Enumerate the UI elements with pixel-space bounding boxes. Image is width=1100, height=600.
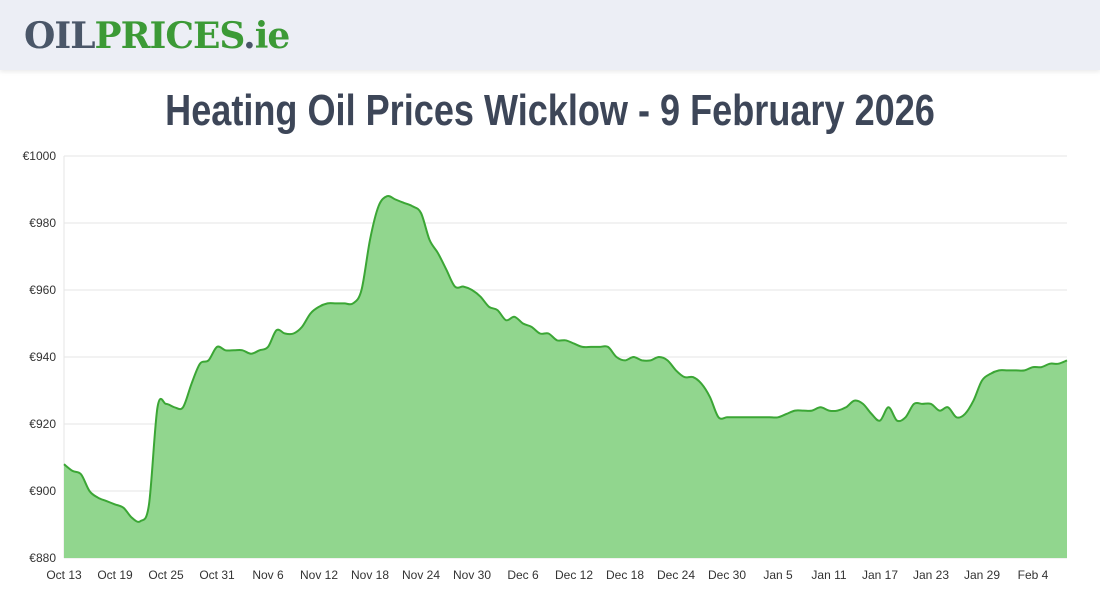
logo-text-dot: . bbox=[243, 15, 256, 57]
x-tick-label: Dec 12 bbox=[555, 568, 593, 582]
x-tick-label: Jan 23 bbox=[913, 568, 949, 582]
page-title: Heating Oil Prices Wicklow - 9 February … bbox=[165, 86, 935, 135]
x-tick-label: Feb 4 bbox=[1018, 568, 1049, 582]
x-tick-label: Dec 30 bbox=[708, 568, 746, 582]
x-tick-label: Oct 25 bbox=[148, 568, 184, 582]
x-tick-label: Dec 24 bbox=[657, 568, 695, 582]
price-line bbox=[63, 194, 1068, 523]
price-chart: €880€900€920€940€960€980€1000 Oct 13 Oct … bbox=[23, 149, 1068, 582]
x-tick-label: Nov 30 bbox=[453, 568, 491, 582]
x-tick-label: Oct 13 bbox=[46, 568, 82, 582]
x-tick-label: Oct 19 bbox=[97, 568, 133, 582]
y-tick-label: €880 bbox=[29, 551, 56, 565]
x-tick-label: Jan 29 bbox=[964, 568, 1000, 582]
logo-text-ie: ie bbox=[254, 15, 291, 57]
x-tick-label: Nov 6 bbox=[252, 568, 284, 582]
x-tick-label: Nov 18 bbox=[351, 568, 389, 582]
y-tick-label: €900 bbox=[29, 484, 56, 498]
x-tick-label: Jan 17 bbox=[862, 568, 898, 582]
site-header: OILPRICES.ie bbox=[0, 0, 1100, 70]
y-tick-label: €960 bbox=[29, 283, 56, 297]
logo-text-oil: OIL bbox=[24, 15, 96, 57]
y-tick-label: €940 bbox=[29, 350, 56, 364]
x-tick-label: Dec 6 bbox=[507, 568, 539, 582]
site-logo[interactable]: OILPRICES.ie bbox=[24, 14, 291, 58]
y-tick-label: €1000 bbox=[23, 149, 57, 163]
x-tick-label: Oct 31 bbox=[199, 568, 235, 582]
logo-text-prices: PRICES bbox=[94, 15, 245, 57]
y-axis-ticks: €880 €900 €920 €940 €960 €980 €1000 bbox=[23, 149, 57, 565]
price-area bbox=[64, 195, 1067, 558]
x-tick-label: Jan 5 bbox=[763, 568, 793, 582]
x-tick-label: Nov 12 bbox=[300, 568, 338, 582]
y-tick-label: €980 bbox=[29, 216, 56, 230]
x-axis-ticks: Oct 13 Oct 19 Oct 25 Oct 31 Nov 6 Nov 12 Nov 1… bbox=[46, 568, 1048, 582]
y-tick-label: €920 bbox=[29, 417, 56, 431]
x-tick-label: Dec 18 bbox=[606, 568, 644, 582]
x-tick-label: Nov 24 bbox=[402, 568, 440, 582]
x-tick-label: Jan 11 bbox=[811, 568, 846, 582]
